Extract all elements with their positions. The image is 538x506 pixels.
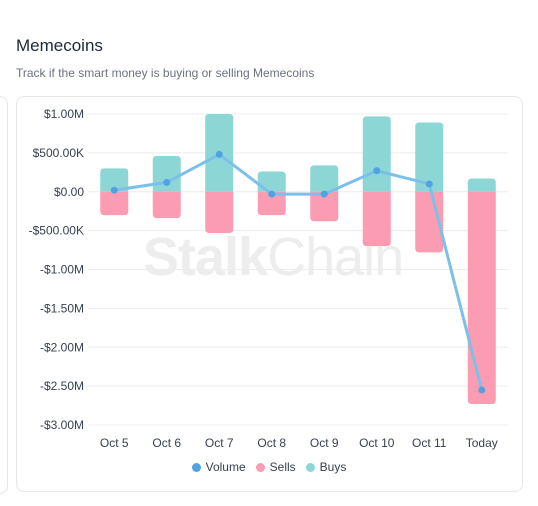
volume-point[interactable] [478,386,486,394]
watermark-part-1: Stalk [143,227,268,287]
sells-bar[interactable] [152,191,181,219]
watermark-logo: StalkChain [143,226,404,288]
y-tick-label: $0.00 [54,185,84,199]
legend-item-buys[interactable]: Buys [305,460,347,474]
x-tick-label: Oct 9 [310,436,339,450]
y-tick-label: -$3.00M [40,418,84,432]
sells-bar[interactable] [100,191,129,216]
y-tick-label: -$1.50M [40,301,84,315]
legend-label-sells: Sells [269,460,296,474]
grid-lines [88,113,508,426]
legend-label-volume: Volume [205,460,246,474]
y-axis-ticks: $1.00M $500.00K $0.00 -$500.00K -$1.00M -$1.5… [29,107,85,432]
volume-point[interactable] [320,190,328,198]
volume-point[interactable] [110,186,118,194]
volume-line-path [114,152,484,391]
legend-label-buys: Buys [319,460,347,474]
x-tick-label: Oct 11 [412,436,447,450]
buys-bar[interactable] [415,122,444,192]
y-tick-label: $500.00K [33,146,84,160]
legend-swatch-buys [305,462,315,472]
x-axis-ticks: Oct 5 Oct 6 Oct 7 Oct 8 Oct 9 Oct 10 Oct 11 Tod… [100,436,498,450]
sells-bar[interactable] [310,191,339,222]
y-tick-label: -$1.00M [40,263,84,277]
x-tick-label: Oct 6 [152,436,181,450]
sells-bar[interactable] [257,191,286,216]
legend-swatch-sells [255,462,265,472]
volume-point[interactable] [163,178,171,186]
y-tick-label: -$2.50M [40,379,84,393]
buys-bar[interactable] [257,171,286,192]
bars [100,114,496,405]
buys-bar[interactable] [467,178,496,192]
sells-bar[interactable] [362,191,391,247]
x-tick-label: Oct 10 [359,436,395,450]
y-tick-label: $1.00M [44,107,84,121]
buys-bar[interactable] [152,155,181,192]
buys-bar[interactable] [100,168,129,192]
chart-legend: Volume Sells Buys [0,460,538,474]
volume-point[interactable] [425,180,433,188]
y-tick-label: -$2.00M [40,340,84,354]
buys-bar[interactable] [362,116,391,192]
volume-point[interactable] [268,190,276,198]
x-tick-label: Oct 8 [257,436,286,450]
x-tick-label: Today [466,436,498,450]
x-tick-label: Oct 5 [100,436,129,450]
legend-item-volume[interactable]: Volume [191,460,246,474]
page-title: Memecoins [16,36,103,55]
sells-bar[interactable] [467,191,496,405]
sells-bar[interactable] [205,191,234,233]
legend-item-sells[interactable]: Sells [255,460,296,474]
volume-line [110,150,486,394]
volume-point[interactable] [215,150,223,158]
buys-bar[interactable] [310,165,339,192]
y-tick-label: -$500.00K [29,224,84,238]
page-subtitle: Track if the smart money is buying or se… [16,66,315,80]
volume-point[interactable] [373,167,381,175]
x-tick-label: Oct 7 [205,436,234,450]
legend-swatch-volume [191,462,201,472]
